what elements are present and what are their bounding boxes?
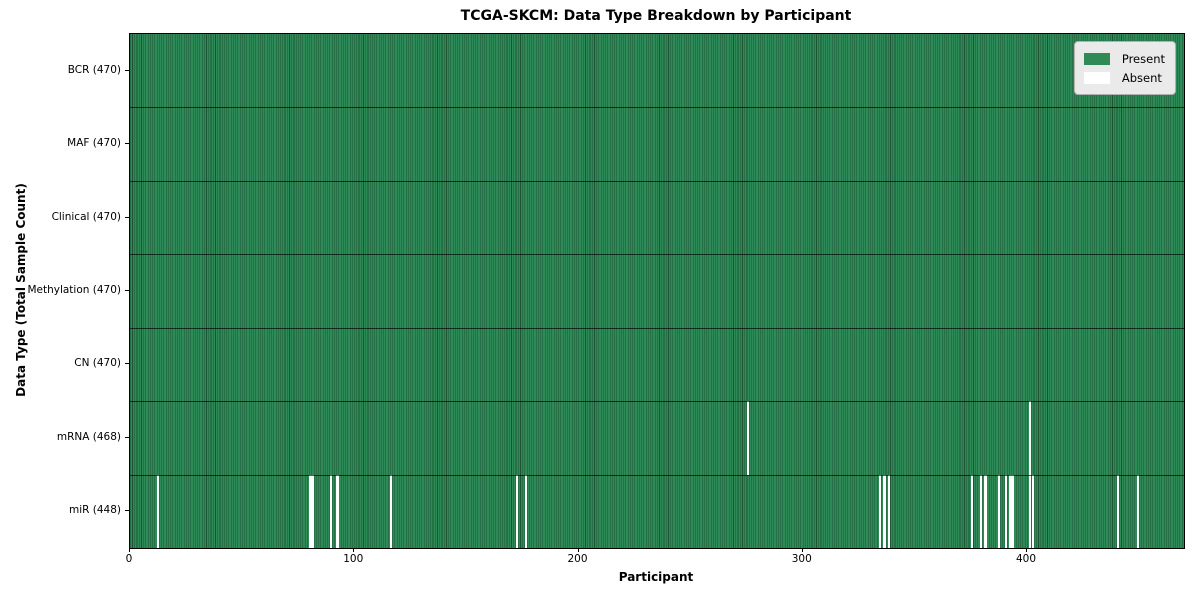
heatmap-row [130,107,1184,181]
absent-marker [524,474,527,548]
absent-marker [1136,474,1140,548]
y-tick-label: miR (448) [68,504,121,517]
y-tick-mark [125,436,129,438]
absent-marker [1029,401,1032,475]
legend: Present Absent [1073,41,1176,95]
absent-marker [984,474,987,548]
row-separator [130,254,1184,256]
row-separator [130,107,1184,109]
heatmap-row [130,34,1184,108]
y-tick-mark [125,510,129,512]
absent-marker [309,474,312,548]
x-tick-mark [1026,548,1028,552]
heatmap-row [130,401,1184,475]
row-separator [130,180,1184,182]
present-swatch [1083,52,1110,65]
absent-marker [311,474,314,548]
row-separator [130,327,1184,329]
y-tick-mark [125,290,129,291]
absent-marker [336,474,339,548]
x-axis-label: Participant [618,570,694,584]
heatmap-row [130,327,1184,402]
absent-marker [879,474,882,548]
legend-label-present: Present [1121,51,1165,66]
y-tick-label: mRNA (468) [56,430,121,443]
y-tick-mark [125,216,129,218]
absent-marker [1116,474,1119,548]
absent-marker [1004,474,1007,548]
absent-marker [979,474,983,548]
heatmap-row [130,180,1184,255]
absent-marker [997,474,1001,548]
legend-label-absent: Absent [1121,70,1162,85]
absent-marker [329,474,332,548]
y-tick-mark [125,363,129,365]
row-separator [130,401,1184,403]
absent-marker [970,474,974,548]
absent-marker [390,474,393,548]
absent-marker [1029,474,1032,548]
legend-item-present: Present [1083,49,1165,68]
y-tick-mark [125,143,129,145]
x-tick-label: 100 [343,553,364,565]
y-tick-label: CN (470) [74,357,121,370]
absent-marker [1009,474,1012,548]
absent-marker [746,401,749,475]
x-tick-mark [801,548,803,552]
heatmap-row [130,254,1184,328]
x-tick-label: 200 [567,553,588,565]
y-tick-label: BCR (470) [67,63,121,76]
absent-marker [156,474,160,548]
absent-marker [1031,474,1034,548]
absent-marker [883,474,886,548]
absent-marker [1011,474,1014,548]
absent-swatch [1083,71,1110,84]
y-tick-mark [125,69,129,71]
x-tick-mark [129,548,130,552]
x-tick-label: 400 [1015,553,1037,565]
y-tick-label: Clinical (470) [51,210,121,223]
chart-title: TCGA-SKCM: Data Type Breakdown by Partic… [460,8,852,24]
x-tick-label: 300 [791,553,812,565]
x-tick-mark [577,548,579,552]
plot-area: Present Absent [129,33,1185,549]
legend-item-absent: Absent [1083,68,1165,87]
heatmap-row [130,474,1184,548]
y-tick-label: MAF (470) [67,137,121,150]
y-axis-label-text: Data Type (Total Sample Count) [14,183,28,397]
x-tick-label: 0 [125,553,133,565]
row-separator [130,474,1184,476]
x-tick-mark [353,548,355,552]
absent-marker [515,474,518,548]
y-tick-label: Methylation (470) [27,284,121,296]
absent-marker [887,474,891,548]
